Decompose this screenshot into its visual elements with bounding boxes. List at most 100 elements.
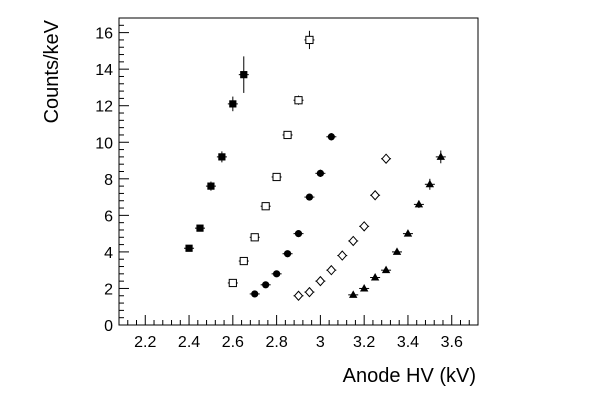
marker <box>305 193 314 201</box>
data-point <box>370 272 381 281</box>
x-tick-label: 2.2 <box>134 334 156 351</box>
marker <box>262 281 270 289</box>
marker <box>348 235 358 247</box>
y-axis-label: Counts/keV <box>41 19 63 123</box>
marker <box>327 133 335 141</box>
x-axis: 2.2 2.4 2.6 2.8 3 3.2 3.4 3.6 <box>118 315 479 351</box>
data-point <box>348 235 359 247</box>
marker <box>359 221 369 232</box>
marker <box>251 290 259 298</box>
data-point <box>315 169 326 177</box>
data-point <box>238 56 249 93</box>
data-point <box>424 178 435 190</box>
y-tick-label: 2 <box>104 281 113 298</box>
data-point <box>337 250 348 261</box>
data-point <box>227 278 238 288</box>
marker <box>370 272 380 281</box>
data-point <box>326 264 337 276</box>
y-tick-label: 0 <box>104 318 113 335</box>
data-point <box>304 193 315 201</box>
data-point <box>348 290 359 298</box>
data-point <box>359 283 370 292</box>
marker <box>349 290 358 298</box>
data-point <box>194 224 205 232</box>
marker <box>304 286 315 298</box>
data-point <box>326 133 337 141</box>
marker <box>196 224 204 232</box>
data-point <box>282 250 293 258</box>
data-point <box>293 95 304 105</box>
data-point <box>282 130 293 140</box>
data-point <box>359 221 370 232</box>
x-tick-label: 3 <box>316 334 325 351</box>
data-point <box>249 290 260 298</box>
y-tick-label: 8 <box>104 172 113 189</box>
y-tick-label: 14 <box>95 62 113 79</box>
data-point <box>260 281 271 289</box>
marker <box>326 264 337 276</box>
marker <box>240 71 248 79</box>
data-point <box>435 150 446 164</box>
series-filled-triangle <box>348 150 446 298</box>
data-point <box>238 256 249 266</box>
data-point <box>227 96 238 112</box>
data-point <box>370 190 381 201</box>
marker <box>337 250 347 261</box>
marker <box>283 250 292 258</box>
marker <box>403 229 413 237</box>
data-point <box>271 270 282 278</box>
marker <box>425 179 435 188</box>
y-tick-label: 4 <box>104 245 113 262</box>
marker <box>207 182 215 190</box>
series-open-diamond <box>293 153 392 302</box>
marker <box>315 275 326 287</box>
data-point <box>260 202 271 211</box>
marker <box>250 233 259 242</box>
marker <box>359 283 369 292</box>
marker <box>294 96 303 105</box>
marker <box>283 130 292 140</box>
data-point <box>249 233 260 242</box>
marker <box>316 169 324 177</box>
marker <box>218 153 226 161</box>
data-point <box>184 244 195 252</box>
marker <box>436 152 445 160</box>
marker <box>273 270 281 278</box>
data-point <box>205 181 216 191</box>
marker <box>294 230 303 238</box>
data-point <box>293 230 304 238</box>
data-point <box>392 247 403 255</box>
x-tick-label: 3.2 <box>353 334 375 351</box>
data-point <box>402 229 413 237</box>
y-tick-label: 10 <box>95 135 113 152</box>
marker <box>293 290 304 302</box>
marker <box>305 35 314 45</box>
data-point <box>271 172 282 182</box>
data-point <box>413 199 424 209</box>
series-filled-square <box>184 56 249 252</box>
data-point <box>304 30 315 50</box>
marker <box>381 265 391 274</box>
marker <box>185 244 193 252</box>
x-tick-label: 3.6 <box>441 334 463 351</box>
marker <box>272 172 281 182</box>
series-filled-circle <box>249 133 337 298</box>
x-axis-label: Anode HV (kV) <box>343 365 476 387</box>
marker <box>392 247 402 255</box>
y-tick-label: 6 <box>104 208 113 225</box>
marker <box>229 100 237 108</box>
marker <box>239 256 248 266</box>
x-tick-label: 2.4 <box>178 334 200 351</box>
y-tick-label: 12 <box>95 99 113 116</box>
series-open-square <box>227 30 315 288</box>
marker <box>381 153 391 164</box>
x-tick-label: 2.8 <box>265 334 287 351</box>
data-series <box>184 30 446 302</box>
data-point <box>315 275 326 287</box>
data-point <box>381 265 392 274</box>
y-tick-label: 16 <box>95 26 113 43</box>
marker <box>370 190 380 201</box>
data-point <box>304 286 315 298</box>
x-tick-label: 2.6 <box>222 334 244 351</box>
